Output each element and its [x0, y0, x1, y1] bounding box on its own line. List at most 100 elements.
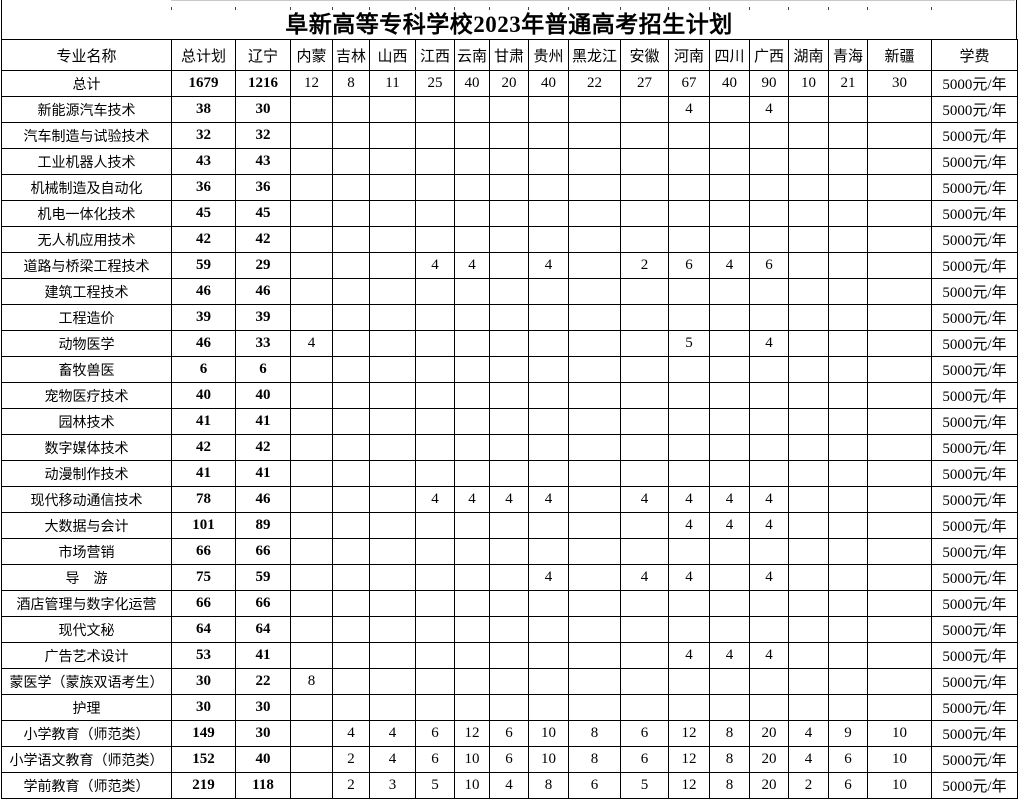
plan-count-cell: 30	[235, 96, 291, 123]
plan-count-cell	[489, 434, 529, 461]
plan-count-cell: 6	[568, 772, 621, 799]
plan-count-cell	[489, 668, 529, 695]
column-header-13: 四川	[709, 39, 750, 71]
plan-count-cell	[788, 512, 829, 539]
plan-count-cell	[568, 122, 621, 149]
plan-count-cell: 21	[828, 70, 868, 97]
column-header-12: 河南	[668, 39, 710, 71]
plan-count-cell: 22	[568, 70, 621, 97]
plan-count-cell	[489, 538, 529, 565]
plan-count-cell	[828, 122, 868, 149]
plan-count-cell	[568, 460, 621, 487]
plan-count-cell: 4	[415, 252, 455, 279]
plan-count-cell	[454, 668, 490, 695]
plan-count-cell	[290, 148, 333, 175]
plan-count-cell: 66	[171, 538, 236, 565]
plan-count-cell	[867, 200, 932, 227]
plan-count-cell	[828, 356, 868, 383]
plan-count-cell	[867, 122, 932, 149]
plan-count-cell: 149	[171, 720, 236, 747]
plan-count-cell	[867, 252, 932, 279]
plan-count-cell	[369, 564, 416, 591]
plan-count-cell: 4	[489, 486, 529, 513]
plan-count-cell	[867, 538, 932, 565]
plan-count-cell: 20	[489, 70, 529, 97]
plan-count-cell: 4	[369, 746, 416, 773]
plan-count-cell	[528, 304, 569, 331]
plan-count-cell	[749, 200, 789, 227]
page-title: 阜新高等专科学校2023年普通高考招生计划	[1, 10, 1017, 39]
table-row: 广告艺术设计 53 41 4 4 4 5000元/年	[1, 642, 1018, 669]
plan-count-cell	[568, 96, 621, 123]
plan-count-cell	[828, 148, 868, 175]
plan-count-cell	[290, 512, 333, 539]
plan-count-cell	[489, 226, 529, 253]
plan-count-cell	[528, 616, 569, 643]
plan-count-cell	[828, 278, 868, 305]
plan-count-cell	[828, 304, 868, 331]
plan-count-cell	[290, 382, 333, 409]
plan-count-cell	[454, 512, 490, 539]
plan-count-cell	[828, 434, 868, 461]
plan-count-cell	[528, 538, 569, 565]
plan-count-cell	[454, 304, 490, 331]
plan-count-cell	[867, 382, 932, 409]
plan-count-cell	[709, 200, 750, 227]
plan-count-cell: 38	[171, 96, 236, 123]
plan-count-cell	[620, 96, 669, 123]
plan-count-cell: 8	[332, 70, 370, 97]
plan-count-cell: 8	[528, 772, 569, 799]
plan-count-cell	[867, 590, 932, 617]
plan-count-cell	[668, 226, 710, 253]
plan-count-cell	[620, 590, 669, 617]
major-name-cell: 数字媒体技术	[1, 434, 172, 461]
plan-count-cell: 4	[709, 486, 750, 513]
plan-count-cell	[709, 694, 750, 721]
plan-count-cell	[620, 330, 669, 357]
plan-count-cell	[415, 226, 455, 253]
plan-count-cell	[620, 538, 669, 565]
plan-count-cell: 66	[235, 538, 291, 565]
plan-count-cell	[749, 460, 789, 487]
plan-count-cell	[332, 278, 370, 305]
plan-count-cell	[415, 200, 455, 227]
plan-count-cell	[749, 668, 789, 695]
plan-count-cell	[489, 148, 529, 175]
plan-count-cell: 20	[749, 746, 789, 773]
plan-count-cell	[749, 616, 789, 643]
table-row: 园林技术 41 41 5000元/年	[1, 408, 1018, 435]
plan-count-cell: 6	[620, 720, 669, 747]
plan-count-cell	[454, 226, 490, 253]
tuition-cell: 5000元/年	[931, 746, 1018, 773]
plan-count-cell	[568, 148, 621, 175]
plan-count-cell	[415, 642, 455, 669]
plan-count-cell	[332, 252, 370, 279]
plan-count-cell: 66	[235, 590, 291, 617]
plan-count-cell	[620, 460, 669, 487]
tuition-cell: 5000元/年	[931, 772, 1018, 799]
plan-count-cell	[489, 252, 529, 279]
plan-count-cell	[332, 642, 370, 669]
table-row: 现代文秘 64 64 5000元/年	[1, 616, 1018, 643]
plan-count-cell	[867, 642, 932, 669]
column-header-14: 广西	[749, 39, 789, 71]
plan-count-cell	[489, 200, 529, 227]
plan-count-cell: 40	[528, 70, 569, 97]
plan-count-cell	[290, 538, 333, 565]
tuition-cell: 5000元/年	[931, 226, 1018, 253]
column-boundary-tick	[568, 7, 569, 10]
clipped-row-strip	[0, 0, 1018, 10]
plan-count-cell	[828, 616, 868, 643]
plan-count-cell	[369, 148, 416, 175]
tuition-cell: 5000元/年	[931, 512, 1018, 539]
plan-count-cell	[369, 356, 416, 383]
plan-count-cell	[709, 408, 750, 435]
plan-count-cell	[528, 668, 569, 695]
plan-count-cell	[290, 278, 333, 305]
table-row: 宠物医疗技术 40 40 5000元/年	[1, 382, 1018, 409]
plan-count-cell	[620, 616, 669, 643]
plan-count-cell: 4	[668, 564, 710, 591]
plan-count-cell	[568, 252, 621, 279]
plan-count-cell	[749, 694, 789, 721]
plan-count-cell	[290, 174, 333, 201]
